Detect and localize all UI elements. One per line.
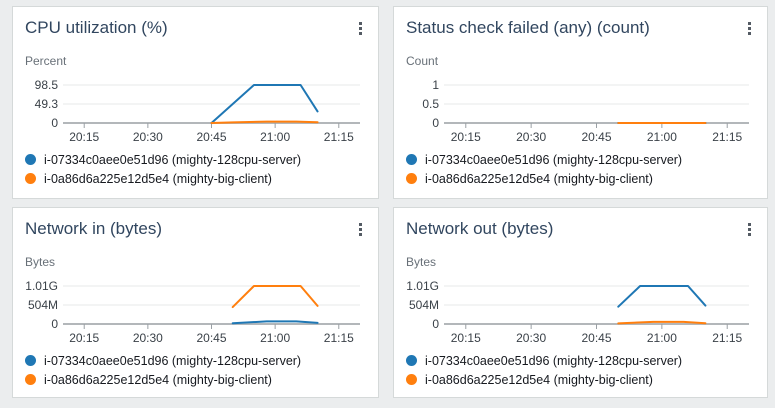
legend-dot-icon: [406, 154, 417, 165]
x-tick: 21:15: [712, 331, 743, 345]
legend-label: i-07334c0aee0e51d96 (mighty-128cpu-serve…: [44, 152, 302, 167]
x-tick: 20:30: [132, 130, 163, 144]
legend-dot-icon: [25, 374, 36, 385]
y-axis-ticks: 1.01G 504M 0: [406, 278, 444, 331]
legend-label: i-0a86d6a225e12d5e4 (mighty-big-client): [425, 372, 653, 387]
kebab-menu-icon[interactable]: [350, 17, 370, 39]
legend-dot-icon: [406, 374, 417, 385]
widget-title: Status check failed (any) (count): [406, 18, 650, 37]
widget-title: CPU utilization (%): [25, 18, 168, 37]
chart-legend: i-07334c0aee0e51d96 (mighty-128cpu-serve…: [406, 150, 755, 188]
x-tick: 21:15: [323, 331, 354, 345]
legend-item[interactable]: i-07334c0aee0e51d96 (mighty-128cpu-serve…: [25, 150, 366, 169]
widget-status-check-failed: Status check failed (any) (count) Count …: [393, 6, 768, 199]
x-axis-ticks: 20:15 20:30 20:45 21:00 21:15: [444, 129, 749, 145]
line-chart-plot[interactable]: [444, 77, 749, 129]
line-chart-plot[interactable]: [63, 77, 360, 129]
legend-item[interactable]: i-07334c0aee0e51d96 (mighty-128cpu-serve…: [406, 351, 755, 370]
y-tick: 0.5: [422, 97, 439, 111]
x-axis-ticks: 20:15 20:30 20:45 21:00 21:15: [63, 330, 360, 346]
widget-network-in: Network in (bytes) Bytes 1.01G 504M 0 20…: [12, 207, 379, 398]
y-tick: 98.5: [34, 78, 58, 92]
y-axis-unit-label: Count: [406, 54, 439, 68]
legend-label: i-0a86d6a225e12d5e4 (mighty-big-client): [425, 171, 653, 186]
y-tick: 1: [432, 78, 439, 92]
widget-cpu-utilization: CPU utilization (%) Percent 98.5 49.3 0 …: [12, 6, 379, 199]
y-axis-unit-label: Bytes: [406, 255, 437, 269]
legend-item[interactable]: i-0a86d6a225e12d5e4 (mighty-big-client): [406, 169, 755, 188]
x-tick: 21:00: [260, 331, 291, 345]
legend-item[interactable]: i-0a86d6a225e12d5e4 (mighty-big-client): [25, 169, 366, 188]
chart-legend: i-07334c0aee0e51d96 (mighty-128cpu-serve…: [25, 150, 366, 188]
dashboard-grid: CPU utilization (%) Percent 98.5 49.3 0 …: [12, 6, 768, 398]
x-tick: 20:45: [196, 331, 227, 345]
x-tick: 20:15: [450, 331, 481, 345]
legend-label: i-0a86d6a225e12d5e4 (mighty-big-client): [44, 171, 272, 186]
legend-item[interactable]: i-0a86d6a225e12d5e4 (mighty-big-client): [406, 370, 755, 389]
x-tick: 20:15: [450, 130, 481, 144]
chart-legend: i-07334c0aee0e51d96 (mighty-128cpu-serve…: [406, 351, 755, 389]
y-tick: 0: [432, 116, 439, 130]
kebab-menu-icon[interactable]: [350, 218, 370, 240]
widget-title: Network in (bytes): [25, 219, 162, 238]
kebab-menu-icon[interactable]: [739, 17, 759, 39]
y-axis-unit-label: Percent: [25, 54, 67, 68]
legend-dot-icon: [25, 154, 36, 165]
x-tick: 21:00: [260, 130, 291, 144]
x-axis-ticks: 20:15 20:30 20:45 21:00 21:15: [444, 330, 749, 346]
chart-legend: i-07334c0aee0e51d96 (mighty-128cpu-serve…: [25, 351, 366, 389]
y-tick: 1.01G: [25, 279, 58, 293]
x-tick: 20:45: [581, 130, 612, 144]
chart-area: 1.01G 504M 0: [25, 278, 366, 331]
legend-dot-icon: [406, 355, 417, 366]
legend-dot-icon: [406, 173, 417, 184]
x-tick: 21:15: [712, 130, 743, 144]
widget-header: Network out (bytes): [406, 218, 755, 242]
legend-label: i-07334c0aee0e51d96 (mighty-128cpu-serve…: [425, 152, 683, 167]
chart-area: 1 0.5 0: [406, 77, 755, 130]
kebab-menu-icon[interactable]: [739, 218, 759, 240]
legend-item[interactable]: i-07334c0aee0e51d96 (mighty-128cpu-serve…: [25, 351, 366, 370]
x-tick: 20:30: [132, 331, 163, 345]
x-tick: 20:30: [516, 331, 547, 345]
legend-label: i-0a86d6a225e12d5e4 (mighty-big-client): [44, 372, 272, 387]
y-tick: 0: [51, 116, 58, 130]
legend-dot-icon: [25, 173, 36, 184]
y-axis-ticks: 1.01G 504M 0: [25, 278, 63, 331]
y-axis-ticks: 1 0.5 0: [406, 77, 444, 130]
legend-item[interactable]: i-0a86d6a225e12d5e4 (mighty-big-client): [25, 370, 366, 389]
line-chart-plot[interactable]: [444, 278, 749, 330]
y-axis-unit-label: Bytes: [25, 255, 56, 269]
y-tick: 504M: [408, 298, 439, 312]
x-tick: 20:45: [581, 331, 612, 345]
x-tick: 20:30: [516, 130, 547, 144]
x-tick: 21:00: [646, 130, 677, 144]
widget-network-out: Network out (bytes) Bytes 1.01G 504M 0 2…: [393, 207, 768, 398]
widget-title: Network out (bytes): [406, 219, 554, 238]
x-tick: 20:15: [69, 130, 100, 144]
widget-header: Network in (bytes): [25, 218, 366, 242]
chart-area: 98.5 49.3 0: [25, 77, 366, 130]
legend-dot-icon: [25, 355, 36, 366]
y-tick: 1.01G: [406, 279, 439, 293]
y-axis-ticks: 98.5 49.3 0: [25, 77, 63, 130]
y-tick: 0: [432, 317, 439, 331]
x-tick: 20:15: [69, 331, 100, 345]
x-tick: 21:15: [323, 130, 354, 144]
widget-header: Status check failed (any) (count): [406, 17, 755, 41]
x-axis-ticks: 20:15 20:30 20:45 21:00 21:15: [63, 129, 360, 145]
legend-label: i-07334c0aee0e51d96 (mighty-128cpu-serve…: [44, 353, 302, 368]
y-tick: 0: [51, 317, 58, 331]
chart-area: 1.01G 504M 0: [406, 278, 755, 331]
y-tick: 504M: [27, 298, 58, 312]
legend-item[interactable]: i-07334c0aee0e51d96 (mighty-128cpu-serve…: [406, 150, 755, 169]
line-chart-plot[interactable]: [63, 278, 360, 330]
x-tick: 21:00: [646, 331, 677, 345]
legend-label: i-07334c0aee0e51d96 (mighty-128cpu-serve…: [425, 353, 683, 368]
y-tick: 49.3: [34, 97, 58, 111]
widget-header: CPU utilization (%): [25, 17, 366, 41]
x-tick: 20:45: [196, 130, 227, 144]
